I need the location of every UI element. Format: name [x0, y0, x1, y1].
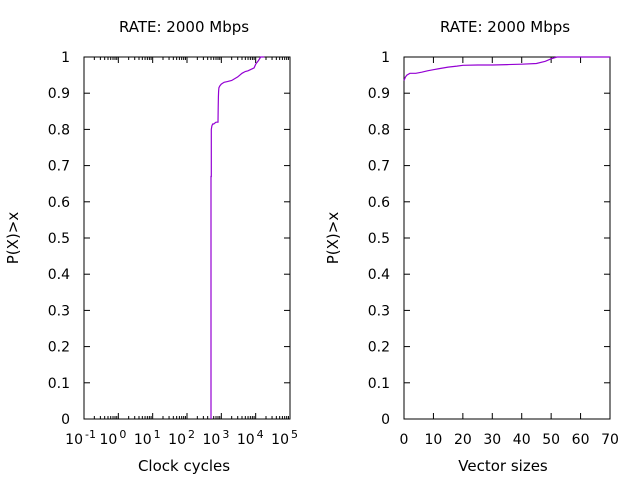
x-tick-label: 30: [483, 432, 501, 448]
y-axis-label: P(X)>x: [4, 212, 22, 265]
y-tick-label: 0.1: [368, 376, 390, 392]
plot-frame: [83, 56, 291, 420]
y-tick-label: 0.4: [368, 267, 390, 283]
y-tick-label: 0.7: [368, 159, 390, 175]
x-tick-label: 20: [454, 432, 472, 448]
x-tick-label: 50: [542, 432, 560, 448]
y-tick-label: 0: [381, 412, 390, 428]
y-tick-label: 0.2: [368, 340, 390, 356]
x-tick-label: 10: [168, 432, 186, 448]
y-tick-label: 0.5: [368, 231, 390, 247]
y-tick-label: 0.6: [368, 195, 390, 211]
panel-2: [403, 56, 611, 420]
y-tick-label: 0.8: [48, 122, 70, 138]
y-tick-label: 0.1: [48, 376, 70, 392]
y-tick-label: 0.2: [48, 340, 70, 356]
x-tick-exponent: 3: [222, 428, 229, 441]
x-tick-label: 70: [601, 432, 619, 448]
x-tick-label: 10: [237, 432, 255, 448]
y-tick-label: 0.7: [48, 159, 70, 175]
y-tick-label: 1: [381, 50, 390, 66]
x-tick-exponent: -1: [85, 428, 96, 441]
panel-1: [83, 56, 291, 420]
series-line: [210, 56, 265, 419]
x-tick-exponent: 4: [257, 428, 264, 441]
x-tick-label: 10: [271, 432, 289, 448]
x-tick-base: 10: [65, 432, 83, 448]
plot-frame: [403, 56, 611, 420]
y-tick-label: 0.9: [48, 86, 70, 102]
x-axis-label: Vector sizes: [458, 457, 548, 475]
chart-title: RATE: 2000 Mbps: [440, 18, 570, 36]
x-tick-label: 40: [513, 432, 531, 448]
series-line: [403, 56, 610, 81]
x-tick-base: 10: [237, 432, 255, 448]
y-tick-label: 1: [61, 50, 70, 66]
x-tick-label: 10: [425, 432, 443, 448]
y-tick-label: 0.4: [48, 267, 70, 283]
x-tick-exponent: 1: [154, 428, 161, 441]
chart-title: RATE: 2000 Mbps: [119, 18, 249, 36]
y-tick-label: 0.3: [48, 303, 70, 319]
x-tick-base: 10: [203, 432, 221, 448]
y-tick-label: 0.8: [368, 122, 390, 138]
y-tick-label: 0: [61, 412, 70, 428]
x-tick-base: 10: [100, 432, 118, 448]
x-tick-label: 0: [400, 432, 409, 448]
x-tick-exponent: 5: [291, 428, 298, 441]
x-tick-base: 10: [134, 432, 152, 448]
x-tick-exponent: 0: [119, 428, 126, 441]
x-tick-base: 10: [168, 432, 186, 448]
x-tick-exponent: 2: [188, 428, 195, 441]
x-tick-label: 10: [134, 432, 152, 448]
x-tick-label: 10: [65, 432, 83, 448]
x-tick-label: 10: [100, 432, 118, 448]
x-tick-label: 10: [203, 432, 221, 448]
x-axis-label: Clock cycles: [138, 457, 230, 475]
y-tick-label: 0.5: [48, 231, 70, 247]
x-tick-label: 60: [572, 432, 590, 448]
y-tick-label: 0.6: [48, 195, 70, 211]
y-axis-label: P(X)>x: [324, 212, 342, 265]
y-tick-label: 0.3: [368, 303, 390, 319]
x-tick-base: 10: [271, 432, 289, 448]
y-tick-label: 0.9: [368, 86, 390, 102]
